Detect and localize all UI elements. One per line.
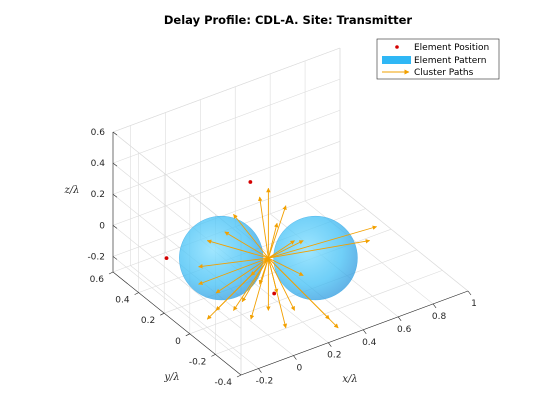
x-tick-label: -0.2 [256,377,274,387]
legend-marker-element-pattern [382,56,411,64]
y-tick-mark [134,292,139,295]
element-position-marker [272,291,277,296]
element-pattern-lobe [179,215,264,301]
z-tick-label: 0.4 [91,159,106,169]
x-tick-label: 0 [297,364,303,374]
x-tick-mark [432,303,437,309]
grid-line-left-z [112,225,242,329]
grid-line-back-z [112,109,341,195]
legend-label-cluster-paths: Cluster Paths [414,68,474,78]
z-tick-mark [112,225,118,229]
cluster-path-arrow [267,222,279,259]
z-tick-mark [112,131,118,136]
legend: Element Position Element Pattern Cluster… [376,38,500,80]
cluster-path-arrow [224,231,269,259]
cluster-path-arrow [206,239,269,259]
box-edge [112,47,341,133]
cluster-paths-layer [198,187,378,329]
z-axis-label: z/λ [64,185,80,196]
cluster-path-arrow [268,240,304,259]
grid-layer [112,47,469,376]
x-tick-mark [258,368,262,373]
x-tick-label: 0.2 [327,351,341,361]
grid-line-back-z [112,172,341,257]
element-position-marker [164,256,169,261]
x-tick-label: 1 [471,299,477,309]
y-tick-label: 0.4 [115,296,130,306]
x-axis-line [240,290,469,376]
x-tick-label: 0.6 [397,325,412,335]
x-tick-mark [467,290,472,296]
z-tick-mark [112,162,118,167]
tick-layer: -0.2 0 0.2 0.4 0.6 0.8 1 -0.4 -0.2 0 0.2 0.4 0.6 -0.2… [87,128,476,388]
y-tick-label: -0.4 [214,378,232,388]
grid-line-back-z [112,141,341,226]
y-tick-mark [211,354,216,357]
y-axis-line [112,271,242,376]
x-tick-label: 0.4 [362,338,377,348]
cluster-path-arrow [268,225,378,259]
z-tick-label: -0.2 [87,252,105,262]
cluster-path-arrow [267,257,295,311]
grid-line-floor-y [215,270,443,355]
z-tick-label: 0.6 [91,128,106,138]
cluster-path-arrow [215,257,269,294]
element-pattern-layer [179,215,358,301]
cluster-path-arrow [267,205,287,259]
y-tick-mark [236,374,242,378]
cluster-path-arrow [198,257,269,269]
z-tick-label: 0.2 [91,190,105,200]
z-tick-mark [112,256,118,260]
legend-marker-element-position [395,45,399,49]
z-tick-mark [112,193,118,198]
y-axis-label: y/λ [163,372,179,383]
cluster-path-arrow [268,240,295,259]
x-tick-mark [362,329,367,334]
y-tick-label: 0.6 [90,275,105,285]
y-tick-label: -0.2 [189,357,207,367]
x-tick-mark [293,355,297,360]
cluster-path-arrow [268,257,304,276]
z-tick-label: 0 [99,221,105,231]
x-tick-mark [397,316,402,322]
box-edge [339,187,469,292]
legend-item-cluster-paths: Cluster Paths [382,68,474,78]
element-position-marker [248,180,253,184]
grid-line-left-z [112,256,242,360]
legend-item-element-position: Element Position [395,43,489,53]
x-axis-label: x/λ [342,374,357,385]
legend-item-element-pattern: Element Pattern [382,56,487,66]
grid-line-back-z [112,78,341,164]
y-tick-mark [108,271,114,275]
element-pattern-lobe [273,215,358,301]
y-tick-label: 0.2 [141,316,155,326]
grid-line-floor-x [130,265,259,369]
cluster-path-arrow [249,257,269,320]
axis-layer [112,132,469,376]
cluster-path-arrow [258,257,269,285]
y-tick-mark [160,312,165,316]
cluster-path-arrow [268,239,371,259]
y-tick-label: 0 [175,337,181,347]
cluster-path-arrow [268,257,330,320]
x-tick-mark [328,342,332,347]
cluster-path-arrow [206,257,269,320]
legend-label-element-pattern: Element Pattern [414,56,487,66]
legend-label-element-position: Element Position [414,43,489,53]
y-tick-mark [185,333,190,337]
chart-title: Delay Profile: CDL-A. Site: Transmitter [164,13,413,27]
cluster-path-arrow [267,257,279,294]
cluster-path-arrow [233,214,269,259]
cluster-path-arrow [257,196,269,259]
x-tick-label: 0.8 [432,312,447,322]
cluster-path-arrow [233,257,269,311]
cluster-path-arrow [198,257,269,285]
